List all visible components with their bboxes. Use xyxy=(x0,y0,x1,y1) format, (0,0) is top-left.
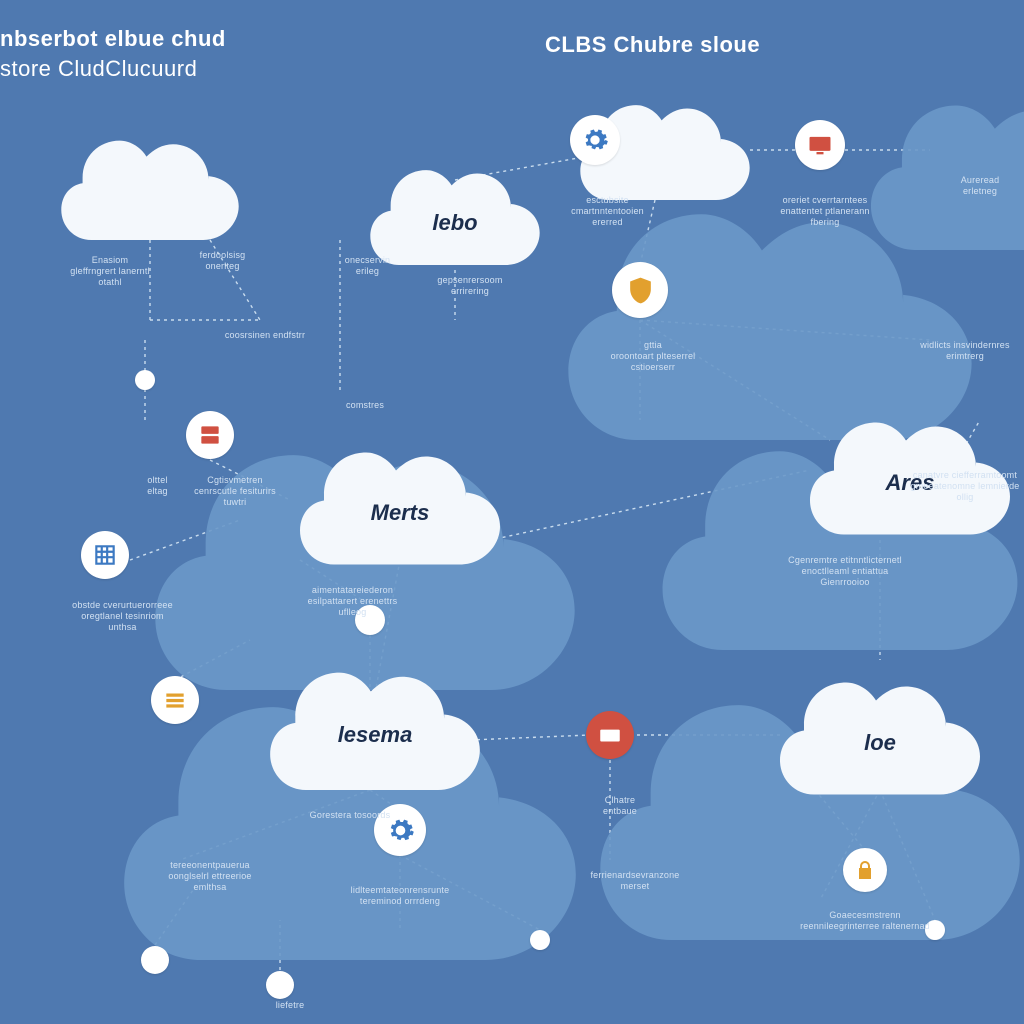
label-l19: Clhatre entbaue xyxy=(570,795,670,817)
label-l5: esctubsite cmartnntentooien ererred xyxy=(560,195,655,228)
cloud-label-wc4: Merts xyxy=(300,500,500,526)
label-l2: ferdoolsisg onerlteg xyxy=(175,250,270,272)
label-l22: coosrsinen endfstrr xyxy=(215,330,315,341)
label-l7: Aureread erletneg xyxy=(935,175,1024,197)
label-l24: liefetre xyxy=(250,1000,330,1011)
node-c5-grid-icon xyxy=(81,531,129,579)
label-l11: Cgtisvmetren cenrscutle fesiturirs tuwtr… xyxy=(185,475,285,508)
label-l10: olttel eltag xyxy=(120,475,195,497)
label-l17: tereeonentpauerua oonglselrl ettreerioe … xyxy=(150,860,270,893)
node-c12-lock-icon xyxy=(843,848,887,892)
cloud-label-wc6: lesema xyxy=(270,722,480,748)
node-c9-card-icon xyxy=(586,711,634,759)
label-l18: lidlteemtateonrensrunte tereminod orrrde… xyxy=(340,885,460,907)
label-l8: gttia oroontoart plteserrel cstioerserr xyxy=(608,340,698,373)
label-l16: Gorestera tosoords xyxy=(300,810,400,821)
label-l9: widlicts insvindernres erimtrerg xyxy=(910,340,1020,362)
node-c14-dot-icon xyxy=(530,930,550,950)
cloud-label-wc7: loe xyxy=(780,730,980,756)
label-l1: Enasiom gleffrngrert lanerntl otathl xyxy=(55,255,165,288)
label-l13: obstde cverurtuerorreee oregtlanel tesin… xyxy=(65,600,180,633)
title-t2: store CludClucuurd xyxy=(0,56,197,82)
label-l20: ferrienardsevranzone merset xyxy=(580,870,690,892)
node-c10-dot-icon xyxy=(141,946,169,974)
node-c4-server-icon xyxy=(186,411,234,459)
label-l12: aimentatareiederon esilpattarert erenett… xyxy=(300,585,405,618)
node-c6-bars-icon xyxy=(151,676,199,724)
label-l15: canatvre ciefferramtoomt gmeeatenomne le… xyxy=(910,470,1020,503)
label-l3: onecservin erileg xyxy=(320,255,415,277)
back-cloud-bc6 xyxy=(870,90,1024,250)
cloud-label-wc2: lebo xyxy=(370,210,540,236)
title-t1: nbserbot elbue chud xyxy=(0,26,226,52)
node-c3-shield-icon xyxy=(612,262,668,318)
node-c13-dot-icon xyxy=(135,370,155,390)
label-l14: Cgenremtre etitnntlicternetl enoctlleaml… xyxy=(780,555,910,588)
cloud-wc1 xyxy=(60,130,240,240)
label-l21: Goaecesmstrenn reennileegrinterree ralte… xyxy=(800,910,930,932)
node-c11-dot-icon xyxy=(266,971,294,999)
node-c1-gear-icon xyxy=(570,115,620,165)
node-c2-screen-icon xyxy=(795,120,845,170)
label-l23: comstres xyxy=(325,400,405,411)
label-l4: gepsenrersoom errirering xyxy=(420,275,520,297)
label-l6: oreriet cverrtarntees enattentet ptlaner… xyxy=(770,195,880,228)
title-t3: CLBS Chubre sloue xyxy=(545,32,760,58)
